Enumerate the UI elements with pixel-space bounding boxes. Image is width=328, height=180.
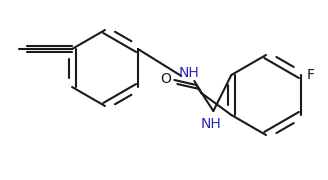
Text: F: F [307, 68, 315, 82]
Text: NH: NH [201, 117, 222, 131]
Text: NH: NH [179, 66, 200, 80]
Text: O: O [160, 72, 171, 86]
